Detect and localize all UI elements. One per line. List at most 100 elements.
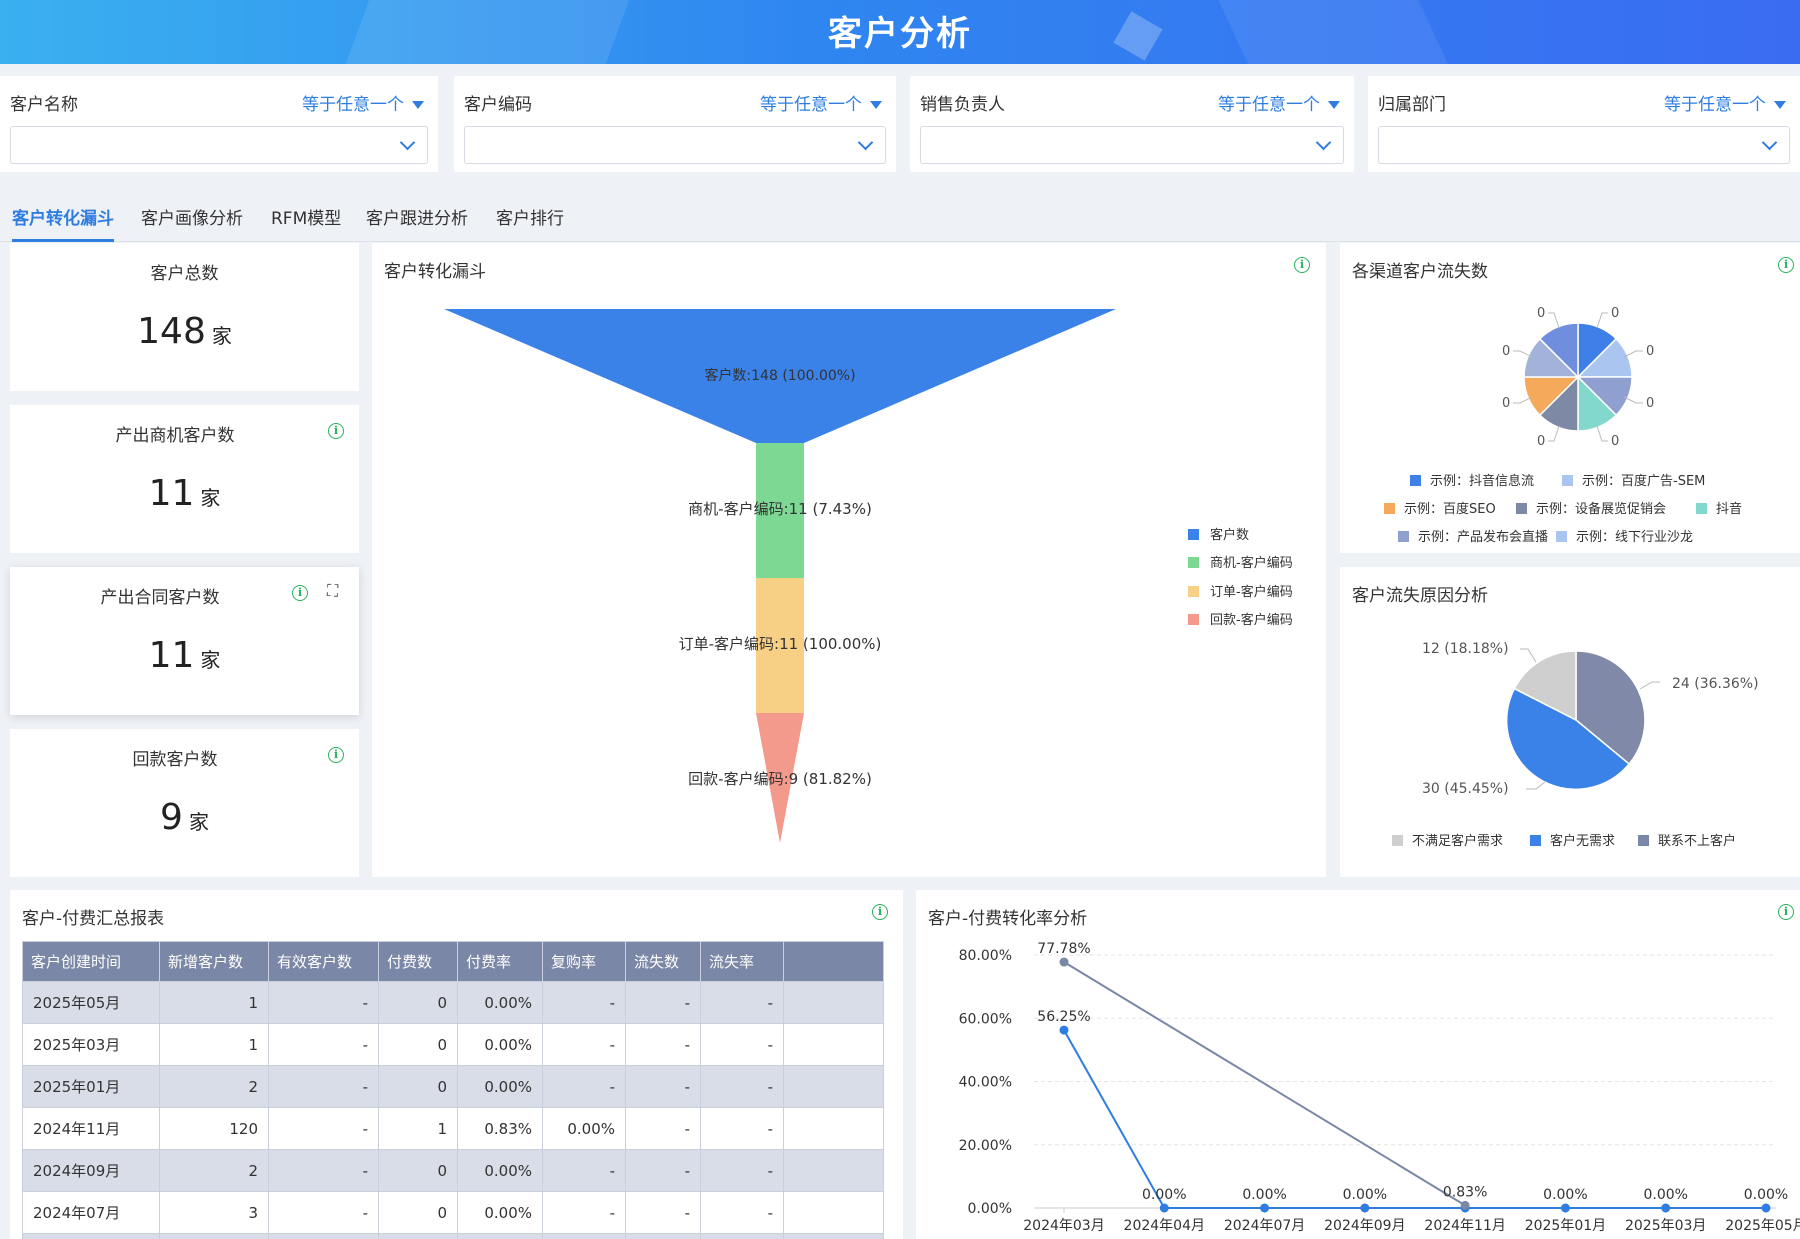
- channel-churn-panel: 各渠道客户流失数 i 0 0 0 0 0 0 0 0: [1340, 243, 1800, 553]
- info-icon[interactable]: i: [872, 904, 888, 920]
- legend-swatch: [1410, 475, 1421, 486]
- filter-select[interactable]: [1378, 126, 1790, 164]
- table-cell: 0.00%: [457, 1023, 543, 1066]
- legend-swatch: [1530, 835, 1541, 846]
- legend-label: 抖音: [1716, 501, 1742, 517]
- funnel-stage-customers: [444, 309, 1116, 443]
- channel-pie-chart: 0 0 0 0 0 0 0 0 示例：抖音信息流 示例：百度广告-SEM 示例：…: [1384, 306, 1742, 545]
- data-label: 0.00%: [1343, 1187, 1387, 1203]
- page-title: 客户分析: [828, 14, 972, 54]
- chevron-down-icon: [399, 134, 416, 151]
- table-row: 2024年11月 120 - 1 0.83% 0.00% - -: [22, 1107, 884, 1150]
- pie-slice-label: 0: [1537, 306, 1545, 321]
- x-tick-label: 2024年04月: [1124, 1218, 1205, 1234]
- table-cell: [457, 1233, 543, 1239]
- table-cell: -: [625, 981, 701, 1024]
- table-cell: 0: [378, 1065, 458, 1108]
- pie-slice-label: 24 (36.36%): [1672, 676, 1759, 692]
- table-cell: 2024年11月: [22, 1107, 160, 1150]
- filter-label: 客户名称: [10, 95, 78, 115]
- filter-operator[interactable]: 等于任意一个: [760, 90, 882, 115]
- table-cell: 0: [378, 1023, 458, 1066]
- table-cell: [268, 1233, 379, 1239]
- data-point: [1059, 957, 1069, 967]
- legend-label: 回款-客户编码: [1210, 612, 1293, 628]
- table-cell: -: [625, 1149, 701, 1192]
- pie-slice: [1505, 687, 1631, 791]
- table-cell: 0: [378, 981, 458, 1024]
- y-tick-label: 80.00%: [959, 948, 1012, 964]
- column-header[interactable]: 付费数: [378, 941, 458, 982]
- info-icon[interactable]: i: [292, 585, 308, 601]
- table-cell: -: [625, 1107, 701, 1150]
- legend-label: 示例：抖音信息流: [1430, 473, 1534, 489]
- filter-select[interactable]: [10, 126, 428, 164]
- table-cell: [783, 1107, 884, 1150]
- filter-customer-code: 客户编码 等于任意一个: [454, 76, 896, 172]
- info-icon[interactable]: i: [1778, 904, 1794, 920]
- legend-label: 示例：百度广告-SEM: [1582, 473, 1705, 489]
- pie-slice-label: 0: [1502, 396, 1510, 411]
- y-tick-label: 0.00%: [968, 1201, 1012, 1217]
- chevron-down-icon: [1761, 134, 1778, 151]
- data-label: 0.00%: [1142, 1187, 1186, 1203]
- report-table: 客户创建时间 新增客户数 有效客户数 付费数 付费率 复购率 流失数 流失率 2…: [22, 941, 884, 1239]
- column-header[interactable]: 有效客户数: [268, 941, 379, 982]
- legend-swatch: [1638, 835, 1649, 846]
- column-header[interactable]: 流失数: [625, 941, 701, 982]
- panel-title: 客户转化漏斗: [384, 262, 486, 282]
- data-point: [1360, 1203, 1370, 1213]
- table-cell: -: [700, 1065, 784, 1108]
- filter-select[interactable]: [464, 126, 886, 164]
- tab-customer-profile[interactable]: 客户画像分析: [141, 209, 243, 229]
- legend-label: 商机-客户编码: [1210, 555, 1293, 571]
- info-icon[interactable]: i: [328, 423, 344, 439]
- table-cell: 0.00%: [457, 1191, 543, 1234]
- table-row: [22, 1233, 884, 1239]
- table-row: 2025年01月 2 - 0 0.00% - - -: [22, 1065, 884, 1108]
- filter-operator[interactable]: 等于任意一个: [302, 90, 424, 115]
- info-icon[interactable]: i: [1778, 257, 1794, 273]
- column-header[interactable]: 流失率: [700, 941, 784, 982]
- x-tick-label: 2024年09月: [1324, 1218, 1405, 1234]
- table-cell: [783, 1023, 884, 1066]
- tab-rfm-model[interactable]: RFM模型: [271, 209, 342, 229]
- caret-down-icon: [412, 101, 424, 109]
- column-header[interactable]: 新增客户数: [159, 941, 269, 982]
- table-cell: -: [268, 981, 379, 1024]
- legend-swatch: [1516, 503, 1527, 514]
- filter-operator[interactable]: 等于任意一个: [1218, 90, 1340, 115]
- info-icon[interactable]: i: [328, 747, 344, 763]
- page-header: 客户分析: [0, 0, 1800, 64]
- filter-operator[interactable]: 等于任意一个: [1664, 90, 1786, 115]
- kpi-title: 产出商机客户数: [115, 426, 235, 446]
- table-cell: 2: [159, 1065, 269, 1108]
- legend-label: 客户数: [1210, 527, 1249, 543]
- tab-conversion-funnel[interactable]: 客户转化漏斗: [12, 204, 114, 242]
- x-tick-label: 2025年05月: [1725, 1218, 1800, 1234]
- kpi-title: 回款客户数: [132, 750, 218, 770]
- expand-icon[interactable]: ⛶: [327, 581, 339, 600]
- filter-select[interactable]: [920, 126, 1344, 164]
- funnel-panel: 客户转化漏斗 i 客户数:148 (100.00%) 商机-客户编码:11 (7…: [372, 243, 1326, 877]
- column-header[interactable]: 付费率: [457, 941, 543, 982]
- funnel-stage-order: [756, 578, 804, 713]
- legend-label: 示例：产品发布会直播: [1418, 529, 1548, 545]
- tab-followup-analysis[interactable]: 客户跟进分析: [366, 209, 468, 229]
- legend-label: 示例：设备展览促销会: [1536, 501, 1666, 517]
- y-tick-label: 20.00%: [959, 1138, 1012, 1154]
- table-cell: -: [700, 1107, 784, 1150]
- table-cell: -: [542, 1023, 626, 1066]
- series-line: [1063, 961, 1466, 1207]
- panel-title: 客户流失原因分析: [1352, 586, 1488, 606]
- table-cell: [22, 1233, 160, 1239]
- filter-customer-name: 客户名称 等于任意一个: [0, 76, 438, 172]
- info-icon[interactable]: i: [1294, 257, 1310, 273]
- filter-sales-owner: 销售负责人 等于任意一个: [910, 76, 1354, 172]
- legend-label: 联系不上客户: [1658, 833, 1736, 849]
- table-row: 2025年03月 1 - 0 0.00% - - -: [22, 1023, 884, 1066]
- tab-customer-ranking[interactable]: 客户排行: [496, 209, 564, 229]
- table-cell: [783, 981, 884, 1024]
- column-header[interactable]: 复购率: [542, 941, 626, 982]
- column-header[interactable]: 客户创建时间: [22, 941, 160, 982]
